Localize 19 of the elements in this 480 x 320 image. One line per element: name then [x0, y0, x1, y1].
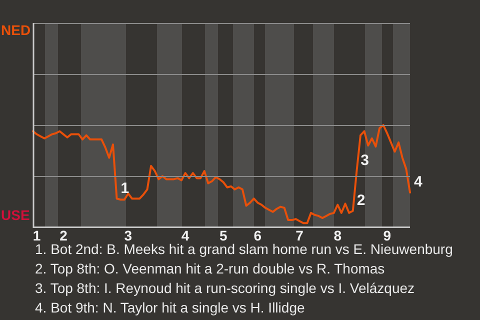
- annotation: 2: [356, 192, 366, 210]
- x-tick-label: 5: [220, 227, 228, 244]
- x-tick-label: 2: [60, 227, 68, 244]
- text: 1. Bot 2nd: B. Meeks hit a grand slam home run vs E. Nieuwenburg: [35, 241, 453, 258]
- x-tick-label: 9: [383, 227, 392, 244]
- annotation: 1: [120, 180, 130, 197]
- text: 2. Top 8th: O. Veenman hit a 2-run double vs R. Thomas: [35, 260, 385, 277]
- text: USE: [1, 207, 30, 224]
- x-tick-label: 7: [296, 227, 304, 244]
- x-tick-label: 4: [181, 227, 190, 244]
- x-tick-label: 8: [334, 227, 342, 244]
- annotation: 3: [360, 152, 370, 170]
- x-tick-label: 3: [124, 227, 132, 244]
- x-tick-label: 6: [254, 227, 262, 244]
- text: 3. Top 8th: I. Reynoud hit a run-scoring single vs I. Velázquez: [35, 280, 415, 296]
- x-tick-label: 1: [32, 227, 41, 244]
- text: 4. Bot 9th: N. Taylor hit a single vs H. Illidge: [35, 300, 305, 316]
- text: NED: [1, 22, 31, 38]
- text: 4: [414, 174, 423, 191]
